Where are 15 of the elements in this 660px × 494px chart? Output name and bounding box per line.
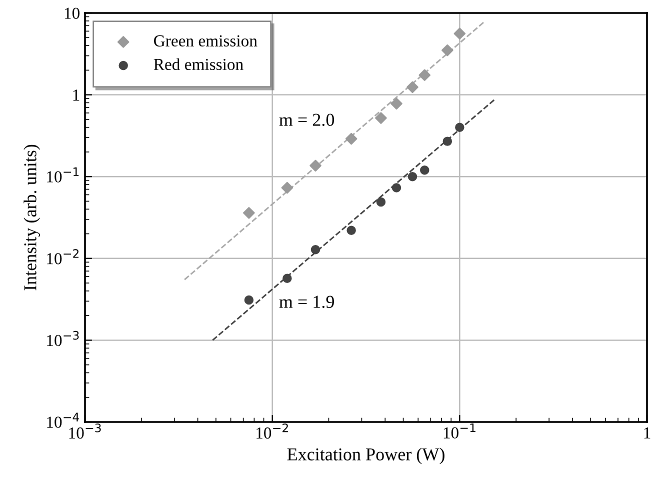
legend-label: Red emission — [154, 58, 244, 70]
y-tick-label: 10$^{−4}$ — [47, 412, 80, 428]
x-tick-label: 10$^{−1}$ — [444, 423, 476, 439]
y-axis-title: Intensity (arb. units) — [24, 144, 40, 290]
x-axis-title: Excitation Power (W) — [287, 448, 444, 464]
y-tick-label: 10$^{−2}$ — [47, 249, 78, 264]
y-tick-label: 10 — [64, 8, 80, 19]
x-tick-label: 1 — [644, 427, 650, 438]
x-tick-label: 10$^{−2}$ — [256, 423, 288, 439]
annotation: m = 1.9 — [279, 296, 334, 308]
legend-label: Green emission — [154, 35, 258, 46]
y-tick-label: 10$^{−3}$ — [47, 330, 79, 346]
annotation: m = 2.0 — [279, 114, 334, 126]
y-tick-label: 1 — [73, 90, 80, 101]
y-tick-label: 10$^{−1}$ — [47, 167, 79, 182]
